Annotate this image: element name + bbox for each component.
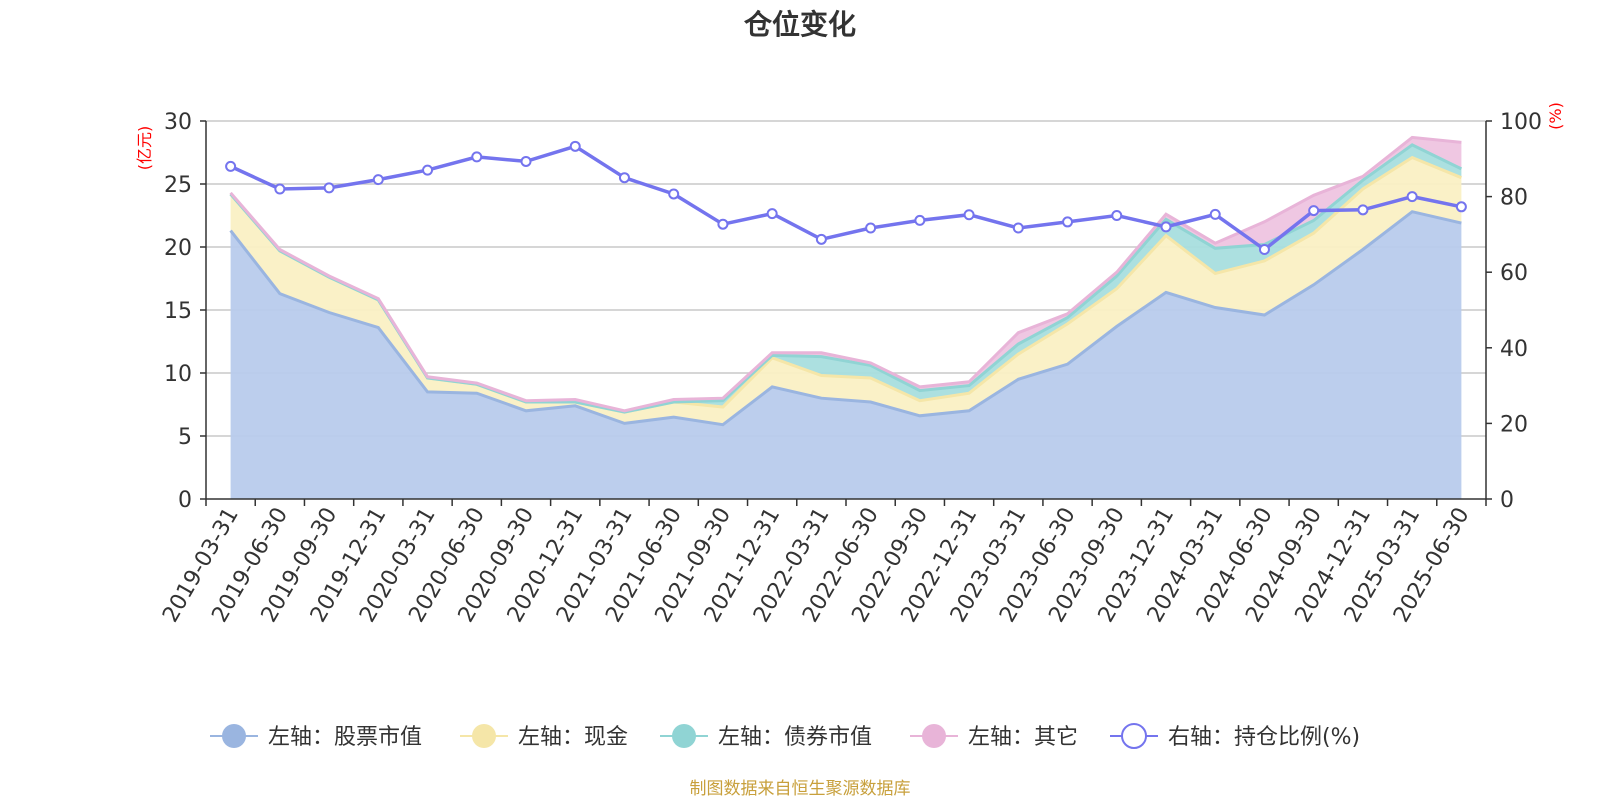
ratio-point xyxy=(1062,216,1074,228)
ratio-point xyxy=(914,214,926,226)
ratio-line-series xyxy=(225,140,1467,256)
ratio-point xyxy=(471,151,483,163)
right-tick-label: 0 xyxy=(1500,488,1514,513)
legend-label: 左轴：股票市值 xyxy=(268,725,422,750)
right-axis-unit: (%) xyxy=(1546,102,1565,130)
ratio-point xyxy=(717,218,729,230)
ratio-point xyxy=(1111,210,1123,221)
ratio-point xyxy=(1308,205,1320,217)
area-edge-左轴：股票市值 xyxy=(229,210,1462,427)
left-tick-label: 25 xyxy=(164,173,192,198)
legend-symbol xyxy=(222,724,246,748)
legend-label: 右轴：持仓比例(%) xyxy=(1168,725,1360,750)
ratio-point xyxy=(1160,221,1172,233)
left-axis-unit: (亿元) xyxy=(135,126,154,171)
ratio-point xyxy=(766,208,778,220)
ratio-point xyxy=(668,188,680,200)
ratio-point xyxy=(963,209,975,221)
ratio-point xyxy=(1357,204,1369,216)
left-tick-label: 30 xyxy=(164,110,192,135)
left-tick-label: 5 xyxy=(178,425,192,450)
legend-symbol xyxy=(672,724,696,748)
right-tick-label: 60 xyxy=(1500,261,1528,286)
area-edge-左轴：其它 xyxy=(229,135,1462,413)
ratio-point xyxy=(1406,191,1418,203)
ratio-point xyxy=(225,160,237,172)
ratio-point xyxy=(372,174,384,186)
legend: 左轴：股票市值 左轴：现金 左轴：债券市值 左轴：其它 右轴：持仓比例(%) xyxy=(210,723,1360,750)
right-tick-label: 40 xyxy=(1500,337,1528,362)
legend-label: 左轴：债券市值 xyxy=(718,725,872,750)
legend-symbol xyxy=(472,724,496,748)
ratio-point xyxy=(422,164,434,176)
ratio-point xyxy=(618,172,630,184)
legend-label: 左轴：现金 xyxy=(518,725,628,750)
ratio-point xyxy=(520,155,532,167)
ratio-point xyxy=(1209,208,1221,220)
right-tick-label: 20 xyxy=(1500,412,1528,437)
ratio-point xyxy=(1455,201,1467,213)
legend-label: 左轴：其它 xyxy=(968,725,1078,750)
area-左轴：现金 xyxy=(230,157,1462,425)
left-tick-label: 20 xyxy=(164,236,192,261)
right-tick-label: 80 xyxy=(1500,186,1528,211)
legend-symbol xyxy=(922,724,946,748)
ratio-point xyxy=(1012,222,1024,234)
ratio-point xyxy=(865,222,877,234)
data-source-note: 制图数据来自恒生聚源数据库 xyxy=(690,779,911,799)
ratio-line xyxy=(229,144,1462,252)
area-series xyxy=(229,135,1463,499)
ratio-point xyxy=(274,183,286,195)
left-tick-label: 10 xyxy=(164,362,192,387)
chart-title: 仓位变化 xyxy=(744,8,856,41)
ratio-point xyxy=(815,233,827,245)
ratio-point xyxy=(1258,244,1270,256)
legend-symbol xyxy=(1121,723,1147,749)
area-左轴：股票市值 xyxy=(230,211,1462,499)
ratio-point xyxy=(569,140,581,152)
left-tick-label: 0 xyxy=(178,488,192,513)
ratio-point xyxy=(323,182,335,194)
right-tick-label: 100 xyxy=(1500,110,1542,135)
left-tick-label: 15 xyxy=(164,299,192,324)
